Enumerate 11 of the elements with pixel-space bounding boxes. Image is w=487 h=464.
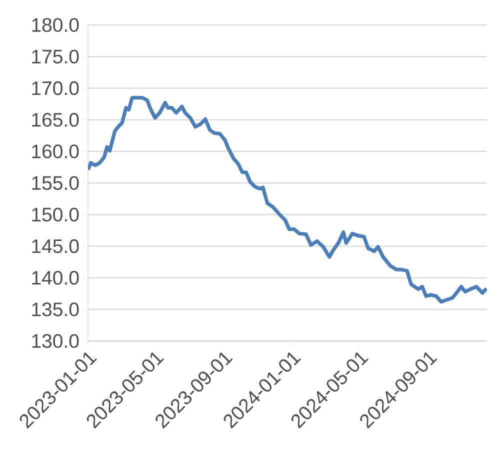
y-tick-label: 130.0 (32, 334, 79, 348)
y-tick-label: 160.0 (32, 144, 79, 158)
y-tick-label: 155.0 (32, 176, 79, 190)
y-tick-label: 180.0 (32, 18, 79, 32)
y-tick-label: 170.0 (32, 81, 79, 96)
y-tick-label: 150.0 (32, 208, 79, 222)
y-tick-label: 175.0 (32, 50, 79, 64)
y-tick-label: 165.0 (32, 112, 79, 127)
y-tick-label: 140.0 (32, 270, 79, 285)
y-tick-label: 145.0 (32, 239, 79, 254)
y-tick-label: 135.0 (32, 302, 79, 316)
